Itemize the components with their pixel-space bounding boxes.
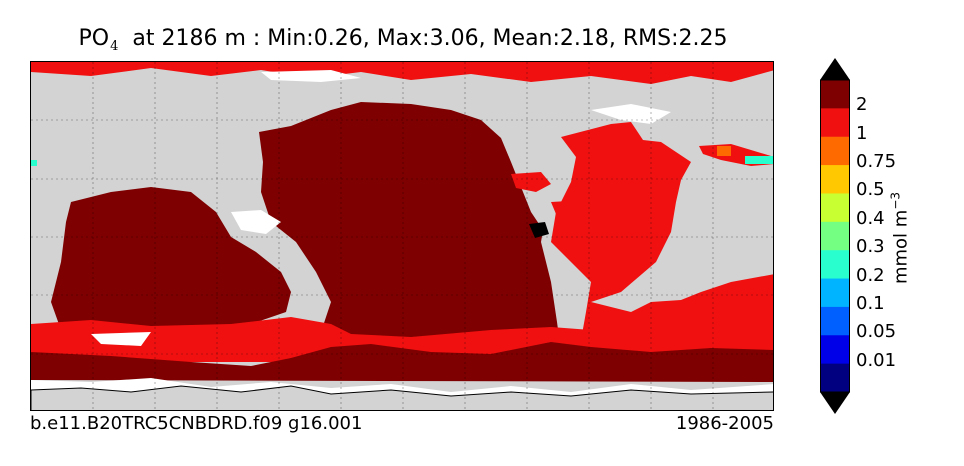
caspian-cyan xyxy=(31,160,37,166)
colorbar-tick-label: 0.01 xyxy=(856,349,897,371)
graticule xyxy=(31,62,773,410)
colorbar-swatch xyxy=(820,193,850,223)
colorbar-swatch xyxy=(820,335,850,365)
units-text: mmol m xyxy=(890,209,912,285)
no-data-arctic xyxy=(261,70,361,82)
ocean-map xyxy=(30,61,774,411)
mediterranean-cyan xyxy=(745,156,773,164)
colorbar-swatch xyxy=(820,278,850,308)
colorbar-swatch xyxy=(820,165,850,194)
colorbar-swatch xyxy=(820,108,850,138)
caribbean-dark-patch xyxy=(529,222,549,238)
colorbar-tick-label: 0.2 xyxy=(856,264,885,286)
case-name: b.e11.B20TRC5CNBDRD.f09 g16.001 xyxy=(30,413,363,434)
colorbar-tick-label: 1 xyxy=(856,122,868,144)
colorbar-tick-label: 0.1 xyxy=(856,292,885,314)
colorbar-swatch xyxy=(820,221,850,251)
colorbar-border xyxy=(820,79,850,393)
map-canvas xyxy=(31,62,773,410)
no-data-southern xyxy=(91,332,151,346)
atlantic-ocean xyxy=(551,122,773,362)
colorbar xyxy=(820,58,850,414)
colorbar-tick-label: 0.4 xyxy=(856,207,885,229)
year-range: 1986-2005 xyxy=(675,413,774,434)
indian-ocean xyxy=(51,187,291,337)
colorbar-under-triangle xyxy=(820,392,850,414)
title-stats: at 2186 m : Min:0.26, Max:3.06, Mean:2.1… xyxy=(132,26,728,51)
colorbar-swatch xyxy=(820,136,850,166)
caribbean-sea xyxy=(551,200,596,220)
colorbar-units: mmol m−3 xyxy=(889,192,912,284)
no-data-indonesia xyxy=(231,210,281,234)
colorbar-tick-label: 0.75 xyxy=(856,151,897,173)
title-variable: PO xyxy=(78,26,110,51)
colorbar-tick-label: 2 xyxy=(856,94,868,116)
colorbar-tick-label: 0.3 xyxy=(856,236,885,258)
gulf-of-mexico xyxy=(511,172,551,192)
colorbar-swatch xyxy=(820,250,850,280)
antarctica xyxy=(31,385,773,410)
mediterranean-orange xyxy=(717,146,731,156)
arctic-ocean xyxy=(31,62,773,84)
colorbar-swatch xyxy=(820,80,850,109)
colorbar-tick-label: 0.5 xyxy=(856,179,885,201)
colorbar-swatch xyxy=(820,306,850,336)
colorbar-tick-label: 0.05 xyxy=(856,321,897,343)
plot-title: PO4 at 2186 m : Min:0.26, Max:3.06, Mean… xyxy=(0,26,806,54)
pacific-ocean xyxy=(259,102,561,367)
southern-ocean-deep xyxy=(31,342,773,382)
colorbar-over-triangle xyxy=(820,58,850,80)
units-exponent: −3 xyxy=(888,191,903,210)
title-variable-subscript: 4 xyxy=(110,39,119,54)
colorbar-swatch xyxy=(820,363,850,393)
